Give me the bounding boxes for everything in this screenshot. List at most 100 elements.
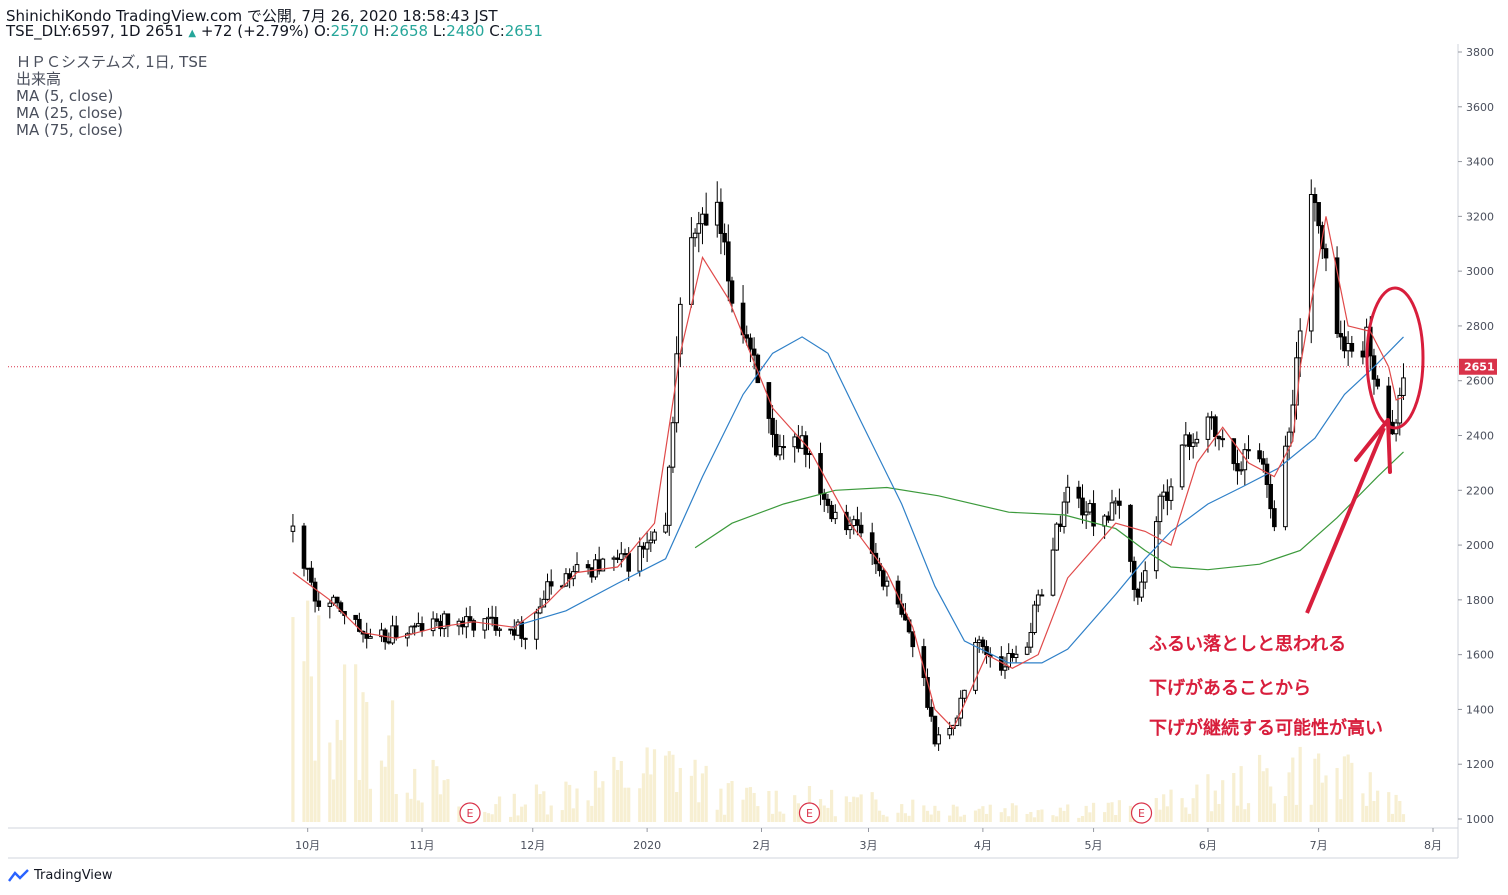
volume-bar xyxy=(627,787,631,822)
candle-down xyxy=(825,498,831,506)
volume-bar xyxy=(778,811,782,822)
candle-up xyxy=(777,446,783,456)
x-tick-label: 2020 xyxy=(633,839,661,852)
ma75-line xyxy=(694,451,1404,571)
candle-up xyxy=(1065,486,1071,503)
volume-bar xyxy=(877,810,882,822)
tradingview-logo-icon xyxy=(8,868,29,882)
volume-bar xyxy=(793,795,797,822)
volume-bar xyxy=(545,814,550,822)
volume-bar xyxy=(833,816,837,822)
candle-down xyxy=(755,354,761,384)
volume-bar xyxy=(291,617,295,822)
volume-bar xyxy=(1335,767,1339,822)
legend-ma75[interactable]: MA (75, close) xyxy=(16,121,123,139)
candle-down xyxy=(744,334,750,339)
candle-down xyxy=(1010,653,1015,659)
y-tick-label: 1200 xyxy=(1466,758,1494,771)
volume-bar xyxy=(881,814,885,822)
candle-down xyxy=(703,213,709,226)
volume-bar xyxy=(885,816,889,822)
y-tick-label: 3000 xyxy=(1466,265,1494,278)
volume-bar xyxy=(1213,790,1217,822)
candle-down xyxy=(364,633,370,639)
volume-bar xyxy=(405,792,409,822)
legend-ma25[interactable]: MA (25, close) xyxy=(16,104,123,122)
candle-down xyxy=(740,302,746,336)
volume-bar xyxy=(1191,798,1195,822)
candle-down xyxy=(1216,436,1222,440)
candle-up xyxy=(1087,503,1093,513)
x-tick-label: 12月 xyxy=(520,839,545,852)
annotation-arrowhead xyxy=(1354,418,1392,474)
candle-down xyxy=(489,616,495,619)
volume-bar xyxy=(645,747,649,822)
candle-down xyxy=(1323,248,1329,259)
y-tick-label: 3600 xyxy=(1466,101,1494,114)
volume-bar xyxy=(911,799,915,822)
volume-bar xyxy=(416,800,420,822)
candle-up xyxy=(622,553,628,556)
volume-bar xyxy=(538,794,542,822)
legend-ma5[interactable]: MA (5, close) xyxy=(16,87,114,105)
volume-bar xyxy=(730,781,734,822)
earnings-marker-label: E xyxy=(806,807,813,820)
earnings-marker xyxy=(798,802,821,824)
candle-up xyxy=(947,727,952,736)
candle-down xyxy=(1235,463,1240,472)
candle-down xyxy=(548,581,554,587)
candle-up xyxy=(976,639,982,644)
volume-bar xyxy=(383,766,387,822)
volume-bar xyxy=(549,805,553,822)
volume-bar xyxy=(704,765,708,822)
volume-bar xyxy=(852,796,856,822)
candle-down xyxy=(773,433,779,456)
candle-up xyxy=(574,564,580,573)
volume-bar xyxy=(1269,786,1273,822)
volume-bar xyxy=(442,780,446,822)
volume-bar xyxy=(774,790,778,822)
volume-bar xyxy=(601,781,605,822)
volume-bar xyxy=(671,754,675,822)
footer-brand[interactable]: TradingView xyxy=(8,868,113,883)
candle-down xyxy=(1039,594,1045,597)
candle-down xyxy=(1272,508,1277,528)
candle-down xyxy=(386,641,392,644)
candle-down xyxy=(1231,438,1237,465)
legend-title[interactable]: ＨＰＣシステムズ, 1日, TSE xyxy=(16,53,208,71)
earnings-marker xyxy=(459,802,481,824)
volume-bar xyxy=(874,799,878,822)
candle-down xyxy=(585,564,591,569)
volume-bar xyxy=(1350,762,1354,822)
volume-bar xyxy=(782,813,786,822)
candle-down xyxy=(445,613,451,627)
volume-bar xyxy=(354,664,358,822)
candle-down xyxy=(925,677,930,708)
volume-bar xyxy=(1387,792,1391,822)
volume-bar xyxy=(1283,796,1288,822)
candle-down xyxy=(903,613,908,621)
candle-up xyxy=(663,524,668,533)
publish-info: ShinichiKondo TradingView.com で公開, 7月 26… xyxy=(6,7,498,25)
volume-bar xyxy=(483,811,487,822)
candle-up xyxy=(1209,416,1214,419)
volume-bar xyxy=(962,814,967,822)
candle-up xyxy=(644,542,650,550)
volume-bar xyxy=(693,759,697,822)
candle-down xyxy=(729,280,735,304)
volume-bar xyxy=(1291,757,1295,822)
x-tick-label: 5月 xyxy=(1085,839,1103,852)
legend-volume[interactable]: 出来高 xyxy=(16,70,62,88)
candle-down xyxy=(1106,515,1111,521)
volume-bar xyxy=(1257,754,1262,822)
candle-up xyxy=(1297,330,1303,359)
volume-bar xyxy=(1320,782,1324,822)
candle-down xyxy=(1260,458,1266,465)
candle-up xyxy=(1157,495,1163,523)
candle-down xyxy=(1220,438,1225,441)
volume-bar xyxy=(1206,774,1210,822)
close-label: C: xyxy=(489,22,505,40)
candle-up xyxy=(368,636,373,639)
volume-bar xyxy=(313,760,317,822)
